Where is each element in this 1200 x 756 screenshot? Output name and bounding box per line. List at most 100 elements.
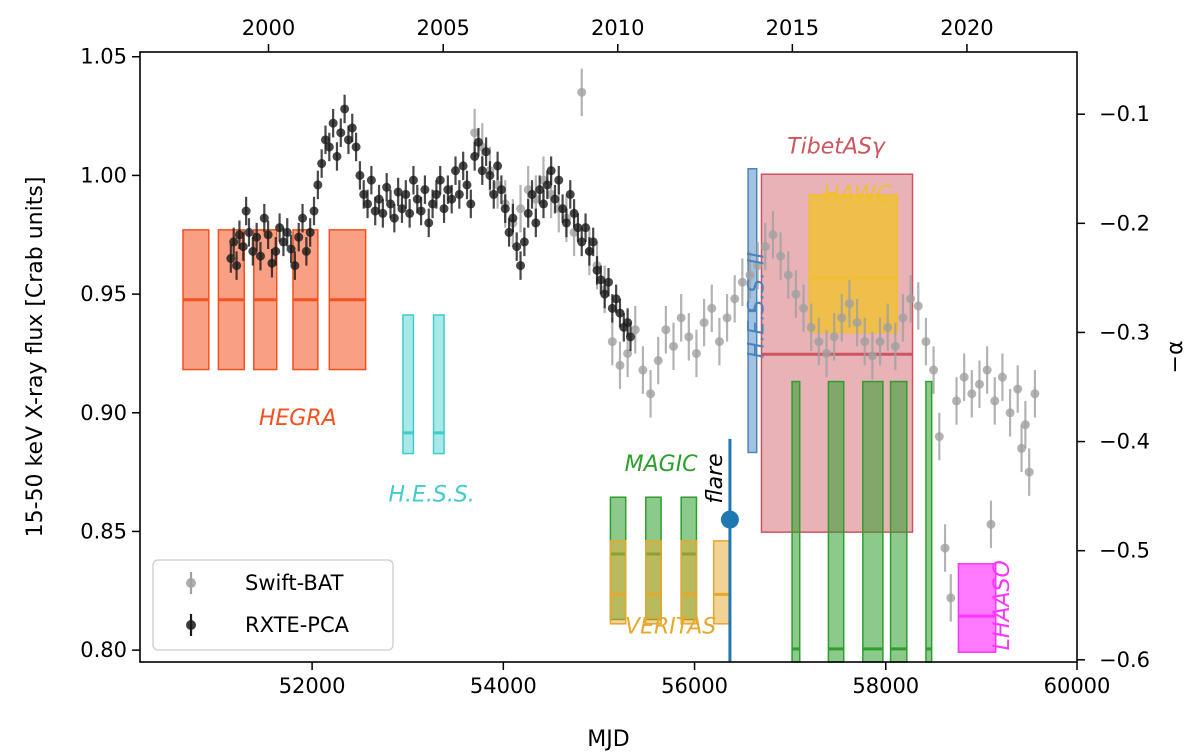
data-point	[561, 218, 571, 228]
data-point	[378, 208, 388, 218]
data-point	[305, 227, 315, 237]
data-point	[359, 189, 369, 199]
data-point	[974, 379, 984, 389]
data-point	[489, 189, 499, 199]
legend-marker	[186, 620, 196, 630]
data-point	[669, 341, 679, 351]
data-point	[317, 159, 327, 169]
data-point	[569, 208, 579, 218]
data-point	[600, 289, 610, 299]
data-point	[860, 337, 870, 347]
data-point	[959, 372, 969, 382]
data-point	[584, 246, 594, 256]
data-point	[500, 204, 510, 214]
data-point	[898, 313, 908, 323]
data-point	[382, 182, 392, 192]
data-point	[768, 230, 778, 240]
data-point	[890, 341, 900, 351]
instrument-label: VERITAS	[625, 615, 716, 640]
data-point	[577, 87, 587, 97]
data-point	[638, 365, 648, 375]
data-point	[588, 237, 598, 247]
data-point	[286, 244, 296, 254]
legend-label: RXTE-PCA	[245, 613, 350, 637]
data-point	[1024, 467, 1034, 477]
data-point	[596, 275, 606, 285]
data-point	[439, 204, 449, 214]
data-point	[428, 199, 438, 209]
data-point	[722, 313, 732, 323]
y-tick-label: 0.95	[80, 282, 127, 306]
data-point	[1020, 420, 1030, 430]
data-point	[470, 128, 480, 138]
y2-axis-title: −α	[1163, 341, 1188, 374]
data-point	[393, 187, 403, 197]
instrument-label: HEGRA	[259, 406, 337, 431]
top-tick-label: 2000	[242, 16, 295, 40]
data-point	[990, 396, 1000, 406]
data-point	[470, 151, 480, 161]
data-point	[504, 227, 514, 237]
data-point	[538, 199, 548, 209]
data-point	[550, 194, 560, 204]
y2-tick-label: −0.3	[1099, 320, 1150, 344]
data-point	[435, 175, 445, 185]
data-point	[653, 356, 663, 366]
instrument-box	[432, 314, 445, 455]
data-point	[737, 277, 747, 287]
data-point	[814, 337, 824, 347]
instrument-box	[680, 540, 698, 625]
data-point	[867, 351, 877, 361]
data-point	[516, 204, 526, 214]
y2-tick-label: −0.1	[1099, 102, 1150, 126]
data-point	[412, 194, 422, 204]
data-point	[320, 135, 330, 145]
data-point	[298, 213, 308, 223]
data-point	[623, 348, 633, 358]
data-point	[282, 227, 292, 237]
data-point	[527, 189, 537, 199]
data-point	[485, 170, 495, 180]
data-point	[699, 318, 709, 328]
data-point	[625, 332, 635, 342]
data-point	[351, 142, 361, 152]
data-point	[1017, 443, 1027, 453]
data-point	[401, 189, 411, 199]
y-tick-label: 0.85	[80, 519, 127, 543]
data-point	[226, 253, 236, 263]
y-tick-label: 1.05	[80, 45, 127, 69]
data-point	[615, 360, 625, 370]
data-point	[753, 261, 763, 271]
data-point	[806, 322, 816, 332]
data-point	[558, 204, 568, 214]
instrument-box	[957, 563, 997, 653]
instrument-box	[827, 380, 845, 663]
instrument-label: MAGIC	[625, 452, 699, 477]
data-point	[615, 308, 625, 318]
flare-label: flare	[703, 453, 728, 503]
data-point	[745, 270, 755, 280]
data-point	[1013, 384, 1023, 394]
data-point	[267, 258, 277, 268]
instrument-label: LHAASO	[990, 560, 1015, 650]
data-point	[829, 332, 839, 342]
data-point	[607, 337, 617, 347]
instrument-box	[645, 540, 662, 625]
data-point	[967, 389, 977, 399]
data-point	[946, 593, 956, 603]
data-point	[646, 389, 656, 399]
data-point	[313, 180, 323, 190]
data-point	[883, 322, 893, 332]
data-point	[921, 337, 931, 347]
legend: Swift-BAT RXTE-PCA	[152, 559, 394, 651]
data-point	[238, 242, 248, 252]
data-point	[328, 118, 338, 128]
data-point	[512, 242, 522, 252]
top-tick-label: 2020	[940, 16, 993, 40]
data-point	[791, 289, 801, 299]
data-point	[929, 365, 939, 375]
legend-label: Swift-BAT	[245, 571, 344, 595]
data-point	[940, 543, 950, 553]
data-point	[477, 166, 487, 176]
